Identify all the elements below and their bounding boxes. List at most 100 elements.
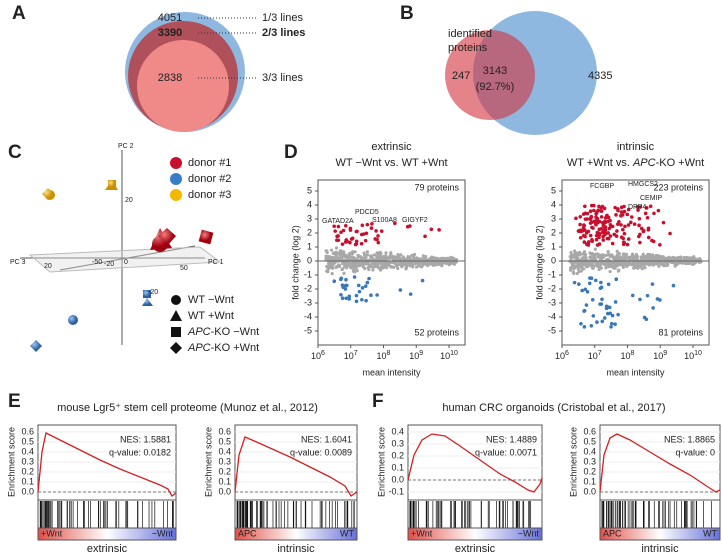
data-point (327, 257, 331, 261)
x-tick-label: 106 (555, 350, 569, 362)
data-point (636, 208, 640, 212)
data-point (582, 325, 587, 329)
data-point (572, 271, 576, 275)
data-point (638, 205, 643, 209)
data-point (365, 253, 370, 257)
data-point (382, 255, 386, 260)
data-point (325, 264, 329, 269)
data-point (333, 229, 337, 233)
data-point (630, 215, 634, 219)
y-tick-label: 0.3 (583, 456, 596, 466)
data-point (650, 282, 655, 286)
y-tick-label: 0.5 (21, 436, 34, 446)
data-point (619, 210, 624, 214)
data-point (582, 250, 587, 254)
data-point (588, 221, 593, 225)
data-point (646, 226, 651, 231)
data-point (367, 266, 371, 270)
data-point (604, 214, 609, 219)
data-point (384, 266, 389, 270)
data-point (593, 247, 597, 251)
axis-label: PC 1 (208, 259, 224, 266)
data-point (614, 213, 618, 217)
data-point (656, 254, 660, 258)
gene-label: HMGCS2 (628, 181, 658, 188)
data-point (379, 265, 383, 269)
label-part: 6 (321, 350, 325, 357)
y-tick-label: 0.5 (218, 436, 231, 446)
data-point (578, 261, 582, 265)
data-point (579, 264, 583, 268)
data-point (343, 223, 348, 228)
data-point (603, 220, 607, 225)
y-tick-label: 0 (307, 255, 312, 265)
data-point (651, 262, 656, 266)
venn-circle (137, 40, 229, 132)
data-point (339, 277, 343, 282)
data-point (363, 238, 368, 243)
data-point (389, 256, 393, 260)
label-part: 10 (344, 351, 354, 361)
data-point (609, 321, 614, 326)
label-part: 10 (555, 351, 565, 361)
data-point (588, 262, 593, 266)
data-point (447, 263, 451, 267)
count-label: 79 proteins (414, 182, 459, 192)
panel-label: C (8, 142, 22, 163)
data-point (375, 293, 379, 297)
data-point (347, 251, 352, 256)
data-point (355, 269, 359, 273)
data-point (643, 211, 648, 216)
data-point (601, 223, 606, 228)
y-tick-label: -4 (548, 311, 556, 321)
y-tick-label: -3 (304, 297, 312, 307)
es-curve (599, 433, 721, 493)
tick-label: -20 (148, 289, 158, 296)
data-point (404, 267, 408, 271)
y-tick-label: 3 (307, 213, 312, 223)
data-point (351, 250, 355, 254)
data-point (398, 288, 403, 292)
data-point (612, 255, 617, 260)
data-point (399, 261, 403, 265)
data-point (570, 263, 574, 267)
data-point (396, 253, 400, 257)
data-point (373, 237, 378, 241)
data-point (405, 257, 409, 261)
panel-label: D (284, 142, 298, 163)
x-tick-label: 1010 (440, 350, 458, 362)
data-point (392, 260, 396, 265)
data-point (604, 261, 608, 265)
es-curve (407, 433, 543, 493)
data-point (614, 261, 618, 265)
y-tick-label: 0.3 (218, 456, 231, 466)
x-axis-label: mean intensity (362, 367, 421, 377)
legend-label: APC-KO −Wnt (187, 326, 259, 338)
gene-label: GIGYF2 (402, 217, 428, 224)
axis-label: PC 3 (10, 259, 26, 266)
data-point (324, 254, 328, 258)
plot-subtitle: WT +Wnt vs. APC-KO +Wnt (567, 157, 704, 169)
data-point (663, 257, 667, 261)
rank-label: +Wnt (411, 528, 433, 538)
y-tick-label: 0.2 (21, 466, 34, 476)
data-point (664, 263, 669, 268)
data-point (657, 264, 661, 268)
label-part: APC (187, 342, 211, 354)
data-point (600, 297, 604, 302)
rank-label: +Wnt (41, 528, 63, 538)
data-point (361, 265, 365, 269)
data-point (575, 271, 579, 276)
data-point (370, 262, 374, 266)
data-point (606, 249, 610, 254)
tick-label: -50 (92, 259, 102, 266)
data-point (591, 226, 595, 230)
data-point (367, 276, 371, 281)
data-point (642, 256, 646, 260)
tick-label: 0 (124, 259, 128, 266)
data-point (584, 303, 589, 307)
y-tick-label: -2 (548, 283, 556, 293)
data-point (597, 235, 601, 240)
data-point (615, 249, 619, 253)
data-point (613, 266, 617, 270)
